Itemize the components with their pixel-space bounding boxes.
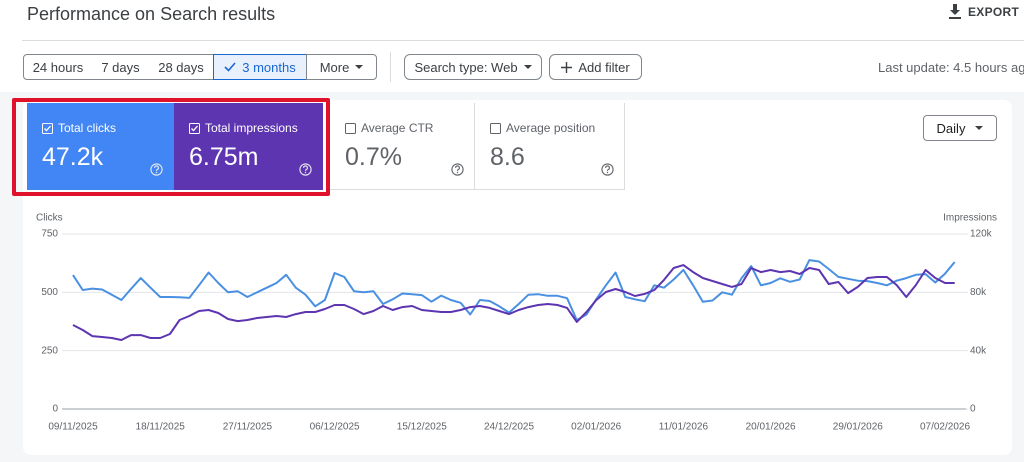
y2-axis-title: Impressions xyxy=(943,213,997,224)
metric-label: Total impressions xyxy=(205,121,298,135)
x-tick-label: 11/01/2026 xyxy=(659,422,709,433)
x-tick-label: 18/11/2025 xyxy=(136,422,186,433)
y2-tick-label: 120k xyxy=(970,229,993,240)
add-filter-button[interactable]: Add filter xyxy=(549,54,642,80)
search-type-button[interactable]: Search type: Web xyxy=(404,54,542,80)
dropdown-arrow xyxy=(975,125,984,130)
range-button[interactable]: 28 days xyxy=(149,54,214,80)
metric-card[interactable]: Total clicks 47.2k xyxy=(27,103,174,190)
x-tick-label: 27/11/2025 xyxy=(223,422,273,433)
x-tick-label: 07/02/2026 xyxy=(920,422,970,433)
help-icon xyxy=(601,163,614,181)
search-type-label: Search type: Web xyxy=(414,59,518,75)
range-button[interactable]: 24 hours xyxy=(23,54,93,80)
help-icon xyxy=(150,163,163,181)
y-axis-title: Clicks xyxy=(36,213,63,224)
metric-value: 8.6 xyxy=(490,143,525,171)
range-label: 24 hours xyxy=(32,59,84,75)
checkbox xyxy=(345,121,356,139)
x-tick-label: 20/01/2026 xyxy=(746,422,796,433)
x-tick-label: 29/01/2026 xyxy=(833,422,883,433)
last-update: Last update: 4.5 hours ago xyxy=(878,60,1024,75)
y-tick-label: 250 xyxy=(41,345,58,356)
highlight-box xyxy=(12,98,330,196)
series-line xyxy=(72,259,956,322)
add-filter-label: Add filter xyxy=(578,59,630,75)
metric-value: 0.7% xyxy=(345,143,402,171)
checkbox xyxy=(189,121,200,139)
export-label: EXPORT xyxy=(968,5,1020,19)
range-label: 28 days xyxy=(158,59,204,75)
x-tick-label: 06/12/2025 xyxy=(310,422,360,433)
x-tick-label: 15/12/2025 xyxy=(397,422,447,433)
x-tick-label: 24/12/2025 xyxy=(484,422,534,433)
y2-tick-label: 40k xyxy=(970,345,987,356)
page-title: Performance on Search results xyxy=(27,4,276,24)
y-tick-label: 750 xyxy=(41,229,58,240)
y2-tick-label: 0 xyxy=(970,404,976,415)
checkbox xyxy=(490,121,501,139)
x-tick-label: 09/11/2025 xyxy=(48,422,98,433)
toolbar-divider xyxy=(390,52,391,82)
metric-card[interactable]: Total impressions 6.75m xyxy=(174,103,323,190)
export-icon xyxy=(949,4,961,19)
granularity-dropdown[interactable]: Daily xyxy=(923,115,997,141)
series-line xyxy=(72,264,955,341)
y-tick-label: 500 xyxy=(41,287,58,298)
metric-label: Average position xyxy=(506,121,596,135)
metric-value: 6.75m xyxy=(189,143,259,171)
dropdown-arrow xyxy=(355,64,364,69)
y-tick-label: 0 xyxy=(52,404,58,415)
metric-label: Average CTR xyxy=(361,121,434,135)
range-label: 3 months xyxy=(242,59,296,75)
x-tick-label: 02/01/2026 xyxy=(571,422,621,433)
plus-icon xyxy=(561,61,573,73)
help-icon xyxy=(451,163,464,181)
metric-card[interactable]: Average position 8.6 xyxy=(475,103,625,190)
metric-label: Total clicks xyxy=(58,121,117,135)
divider xyxy=(22,40,1024,41)
range-button-selected[interactable]: 3 months xyxy=(213,54,307,80)
export-button[interactable]: EXPORT xyxy=(948,4,1019,20)
metric-value: 47.2k xyxy=(42,143,104,171)
check-icon xyxy=(224,62,236,72)
range-label: 7 days xyxy=(101,59,140,75)
range-label: More xyxy=(319,59,350,75)
granularity-label: Daily xyxy=(936,120,966,136)
y2-tick-label: 80k xyxy=(970,287,987,298)
metric-card[interactable]: Average CTR 0.7% xyxy=(330,103,475,190)
checkbox xyxy=(42,121,53,139)
range-more-button[interactable]: More xyxy=(306,54,377,80)
dropdown-arrow xyxy=(523,64,532,69)
help-icon xyxy=(299,163,312,181)
